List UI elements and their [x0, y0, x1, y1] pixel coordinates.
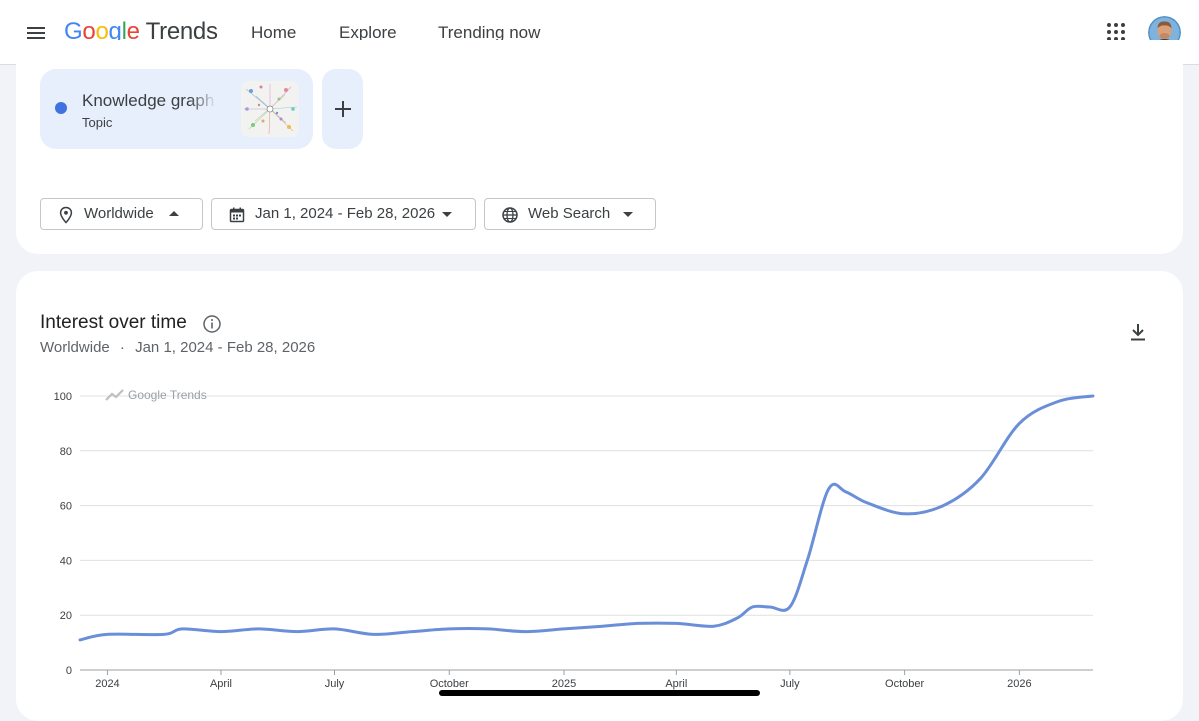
chart-grid [80, 395, 1093, 671]
x-tick-label: July [780, 678, 800, 690]
series-color-dot [55, 102, 67, 114]
caret-down-icon [623, 212, 633, 217]
nav-trending-now[interactable]: Trending now [438, 0, 540, 65]
nav-explore-label: Explore [339, 22, 397, 42]
y-tick-label: 0 [66, 665, 72, 677]
logo-letter: o [95, 18, 109, 45]
nav-home-label: Home [251, 22, 297, 42]
search-property-value: Web Search [528, 205, 611, 222]
x-tick-label: 2026 [1007, 678, 1031, 690]
watermark-text: Google Trends [128, 388, 207, 402]
series-lines [78, 394, 1095, 642]
add-comparison-button[interactable] [322, 69, 363, 149]
x-tick-label: 2025 [552, 678, 576, 690]
google-trends-watermark: Google Trends [105, 388, 207, 402]
google-apps-icon[interactable] [1104, 20, 1128, 44]
logo-letter: G [64, 18, 83, 45]
y-tick-label: 100 [54, 391, 72, 403]
y-tick-label: 80 [60, 446, 72, 458]
region-filter-dropdown[interactable]: Worldwide [40, 198, 203, 230]
logo-letter: o [82, 18, 96, 45]
x-tick-label: 2024 [95, 678, 119, 690]
x-tick-label: April [665, 678, 687, 690]
y-axis-ticks: 0 20 40 60 80 100 [54, 391, 72, 677]
nav-home[interactable]: Home [251, 0, 296, 65]
chart-subtitle-region: Worldwide [40, 339, 110, 356]
interest-line-chart: 0 20 40 60 80 100 2024 April July October 2025 Apr… [54, 388, 1095, 690]
caret-down-icon [442, 212, 452, 217]
location-pin-icon [59, 206, 73, 224]
x-tick-label: July [325, 678, 345, 690]
globe-icon [502, 207, 518, 223]
chart-title: Interest over time [40, 312, 187, 333]
chart-subtitle-range: Jan 1, 2024 - Feb 28, 2026 [135, 339, 316, 356]
y-tick-label: 20 [60, 610, 72, 622]
plus-icon [334, 101, 351, 117]
download-csv-icon[interactable] [1126, 320, 1150, 344]
calendar-icon [229, 207, 245, 223]
x-axis-ticks: 2024 April July October 2025 April July October… [95, 670, 1032, 690]
x-tick-label: October [430, 678, 469, 690]
hamburger-menu-icon[interactable] [24, 21, 48, 45]
interest-over-time-card [16, 271, 1183, 721]
chart-subtitle: Worldwide · Jan 1, 2024 - Feb 28, 2026 [40, 339, 315, 356]
search-term-type: Topic [82, 115, 113, 130]
region-filter-value: Worldwide [84, 205, 154, 222]
x-tick-label: October [885, 678, 924, 690]
topic-thumbnail [241, 81, 299, 137]
home-indicator [439, 690, 760, 696]
search-term-chip[interactable]: Knowledge graph Topic [40, 69, 313, 149]
search-term-title: Knowledge graph [82, 91, 215, 110]
date-range-dropdown[interactable]: Jan 1, 2024 - Feb 28, 2026 [211, 198, 476, 230]
trends-watermark-icon [105, 389, 124, 401]
series-line [78, 394, 1095, 642]
search-property-dropdown[interactable]: Web Search [484, 198, 656, 230]
info-icon[interactable] [202, 314, 222, 334]
logo-letter: l [121, 18, 127, 45]
logo-letter: e [126, 18, 140, 45]
nav-trending-label: Trending now [438, 22, 541, 42]
date-range-value: Jan 1, 2024 - Feb 28, 2026 [255, 205, 436, 222]
caret-up-icon [169, 211, 179, 216]
chart-subtitle-separator: · [119, 339, 125, 356]
x-tick-label: April [210, 678, 232, 690]
logo-letter: g [108, 18, 122, 45]
y-tick-label: 40 [60, 555, 72, 567]
y-tick-label: 60 [60, 501, 72, 513]
